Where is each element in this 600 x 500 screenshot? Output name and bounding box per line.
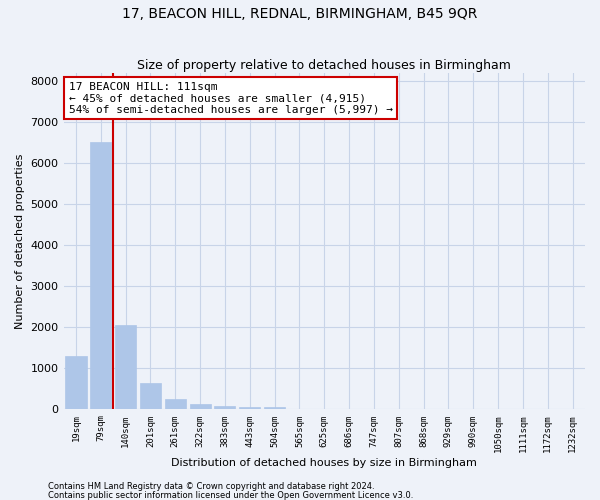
Y-axis label: Number of detached properties: Number of detached properties: [15, 154, 25, 329]
Bar: [115, 325, 136, 409]
Title: Size of property relative to detached houses in Birmingham: Size of property relative to detached ho…: [137, 59, 511, 72]
Bar: [239, 407, 260, 410]
Bar: [90, 142, 112, 410]
Bar: [140, 383, 161, 409]
Text: 17 BEACON HILL: 111sqm
← 45% of detached houses are smaller (4,915)
54% of semi-: 17 BEACON HILL: 111sqm ← 45% of detached…: [69, 82, 393, 115]
X-axis label: Distribution of detached houses by size in Birmingham: Distribution of detached houses by size …: [172, 458, 477, 468]
Bar: [264, 407, 285, 410]
Bar: [190, 404, 211, 409]
Text: Contains public sector information licensed under the Open Government Licence v3: Contains public sector information licen…: [48, 490, 413, 500]
Bar: [65, 356, 86, 410]
Bar: [165, 399, 186, 409]
Text: Contains HM Land Registry data © Crown copyright and database right 2024.: Contains HM Land Registry data © Crown c…: [48, 482, 374, 491]
Bar: [214, 406, 235, 409]
Text: 17, BEACON HILL, REDNAL, BIRMINGHAM, B45 9QR: 17, BEACON HILL, REDNAL, BIRMINGHAM, B45…: [122, 8, 478, 22]
